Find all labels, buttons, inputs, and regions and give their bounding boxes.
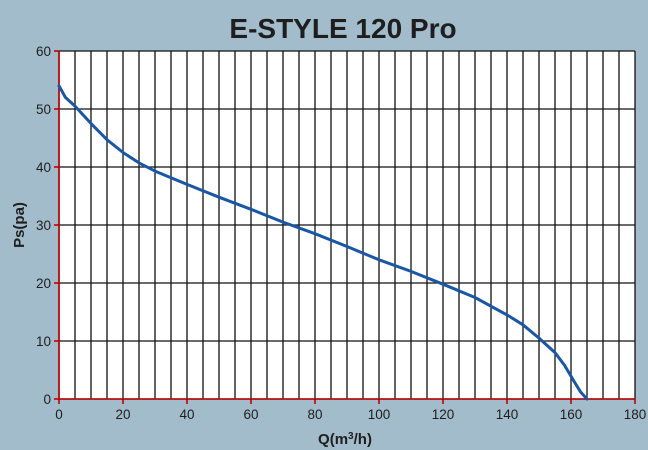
x-tick-label: 120 [432,407,455,422]
x-tick-label: 0 [55,407,63,422]
y-tick-label: 0 [43,392,51,407]
x-axis-label: Q(m3/h) [318,431,372,449]
x-tick-label: 60 [243,407,258,422]
y-tick-label: 60 [36,44,51,59]
y-tick-label: 50 [36,102,51,117]
x-axis-label-tail: /h) [354,431,372,448]
x-tick-label: 180 [624,407,647,422]
y-tick-label: 10 [36,334,51,349]
y-tick-label: 40 [36,160,51,175]
x-tick-label: 40 [179,407,194,422]
y-tick-label: 20 [36,276,51,291]
chart-title: E-STYLE 120 Pro [229,13,456,44]
x-tick-label: 160 [560,407,583,422]
x-tick-label: 20 [115,407,130,422]
y-axis-label: Ps(pa) [11,202,28,248]
y-tick-label: 30 [36,218,51,233]
x-tick-label: 80 [307,407,322,422]
x-tick-label: 140 [496,407,519,422]
x-axis-label-main: Q(m [318,431,348,448]
x-tick-label: 100 [368,407,391,422]
